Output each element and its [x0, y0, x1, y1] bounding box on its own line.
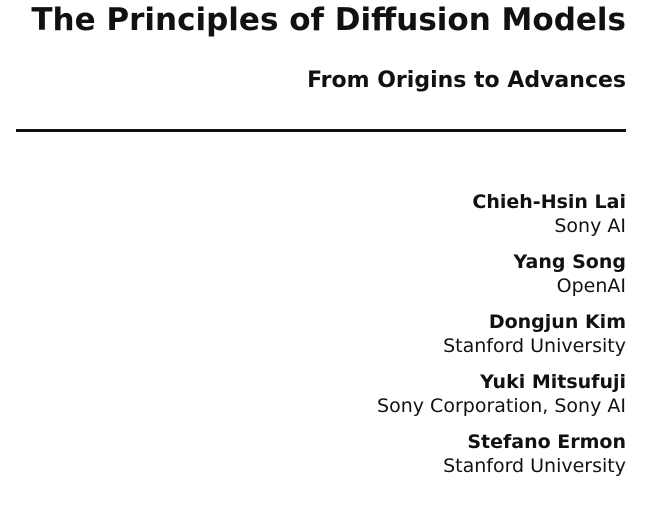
author-affiliation: Sony Corporation, Sony AI [377, 395, 626, 417]
author-name: Yuki Mitsufuji [480, 371, 626, 393]
paper-subtitle: From Origins to Advances [307, 68, 626, 93]
author-affiliation: Stanford University [443, 455, 626, 477]
author: Yuki Mitsufuji Sony Corporation, Sony AI [377, 370, 626, 418]
author-list: Chieh-Hsin Lai Sony AI Yang Song OpenAI Do… [377, 190, 626, 490]
author: Dongjun Kim Stanford University [377, 310, 626, 358]
author-affiliation: OpenAI [556, 275, 626, 297]
author: Stefano Ermon Stanford University [377, 430, 626, 478]
author: Yang Song OpenAI [377, 250, 626, 298]
author: Chieh-Hsin Lai Sony AI [377, 190, 626, 238]
author-affiliation: Sony AI [554, 215, 626, 237]
title-rule [16, 129, 626, 132]
author-name: Stefano Ermon [467, 431, 626, 453]
author-name: Dongjun Kim [488, 311, 626, 333]
author-affiliation: Stanford University [443, 335, 626, 357]
author-name: Yang Song [513, 251, 626, 273]
author-name: Chieh-Hsin Lai [472, 191, 626, 213]
paper-title: The Principles of Diffusion Models [31, 2, 626, 38]
